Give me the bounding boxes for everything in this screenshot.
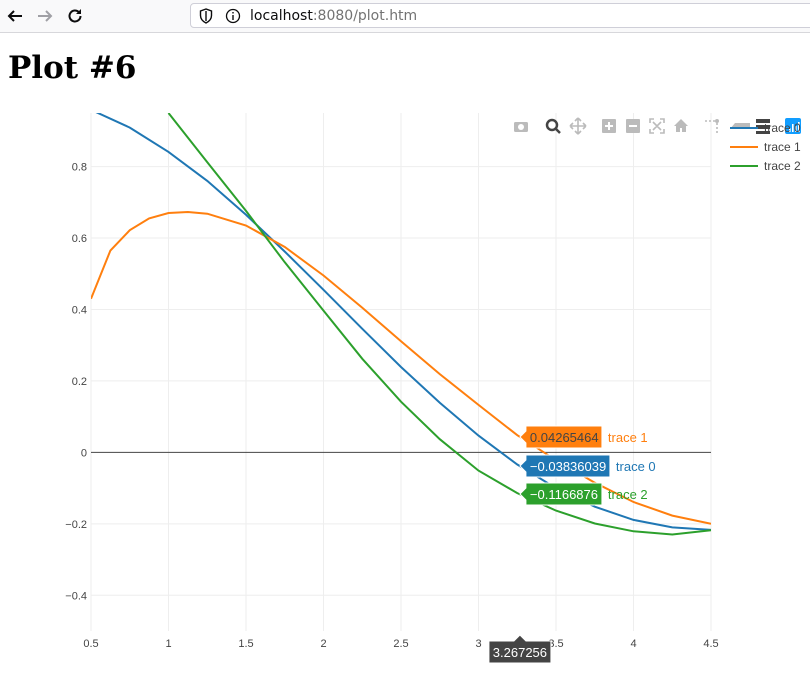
hover-series-name: trace 2 [608,487,648,502]
hover-label-box [519,425,603,449]
legend-label: trace 2 [764,159,801,173]
hover-value: −0.03836039 [530,459,606,474]
legend-item[interactable]: trace 1 [730,140,801,154]
x-tick-label: 2.5 [393,638,408,650]
hover-label: −0.03836039 trace 0 [519,454,656,478]
pan-icon[interactable] [569,117,587,135]
series-line-trace-0 [95,113,711,531]
modebar[interactable] [514,117,801,135]
camera-icon[interactable] [514,122,528,132]
url-bar[interactable]: localhost:8080/plot.htm [190,3,810,28]
browser-toolbar: localhost:8080/plot.htm [0,0,810,33]
spike-lines-icon[interactable] [705,119,719,133]
y-tick-label: 0.6 [72,233,87,245]
y-tick-label: 0.8 [72,162,87,174]
forward-button[interactable] [33,4,57,28]
x-tick-label: 3 [475,638,481,650]
series-lines [91,113,711,536]
url-host: localhost [250,8,313,24]
series-line-trace-2 [167,113,711,536]
hover-label-box [519,454,611,478]
page-title: Plot #6 [8,50,137,86]
hover-series-name: trace 1 [608,430,648,445]
hover-label: −0.1166876 trace 2 [519,482,648,506]
y-tick-label: 0 [81,447,87,459]
y-tick-label: −0.2 [65,519,87,531]
hover-label-box [519,482,603,506]
x-tick-label: 4 [630,638,636,650]
y-tick-label: 0.4 [72,304,87,316]
info-icon[interactable] [225,8,241,24]
y-tick-label: −0.4 [65,590,87,602]
y-tick-label: 0.2 [72,376,87,388]
x-tick-label: 4.5 [703,638,718,650]
forward-arrow-icon [38,10,53,22]
series-line-trace-1 [91,210,711,525]
url-path: :8080/plot.htm [312,8,418,24]
legend-item[interactable]: trace 2 [730,159,801,173]
hover-labels: 0.04265464 trace 1−0.03836039 trace 0 −0.11… [488,425,656,664]
hover-series-name: trace 0 [616,459,656,474]
hover-x-value: 3.267256 [493,645,547,660]
hover-x-label: 3.267256 [488,634,552,664]
zoom-icon[interactable] [545,118,561,134]
zoom-out-icon[interactable] [626,119,640,133]
hover-x-box [488,634,552,664]
x-tick-label: 3.5 [548,638,563,650]
grid [90,113,712,631]
x-tick-label: 2 [320,638,326,650]
plotly-logo-icon[interactable] [785,118,801,134]
hover-compare-icon[interactable] [756,119,770,134]
hover-label: 0.04265464 trace 1 [519,425,648,449]
reload-icon [68,9,82,23]
x-tick-label: 0.5 [83,638,98,650]
x-tick-label: 1 [165,638,171,650]
legend[interactable]: trace 0 trace 1 trace 2 [730,121,801,173]
legend-label: trace 0 [764,121,801,135]
x-axis: 0.5 1 1.5 2 2.5 3 3.5 4 4.5 [83,638,718,650]
reload-button[interactable] [63,4,87,28]
back-button[interactable] [3,4,27,28]
zoom-in-icon[interactable] [602,119,616,133]
hover-value: 0.04265464 [530,430,599,445]
back-arrow-icon [7,10,22,22]
x-tick-label: 1.5 [238,638,253,650]
legend-label: trace 1 [764,140,801,154]
hover-value: −0.1166876 [530,487,598,502]
y-axis: −0.4 −0.2 0 0.2 0.4 0.6 0.8 [65,162,87,603]
url-text: localhost:8080/plot.htm [250,8,417,24]
legend-item[interactable]: trace 0 [730,121,801,135]
reset-axes-icon[interactable] [674,119,688,132]
autoscale-icon[interactable] [649,118,665,134]
shield-icon[interactable] [199,8,213,24]
